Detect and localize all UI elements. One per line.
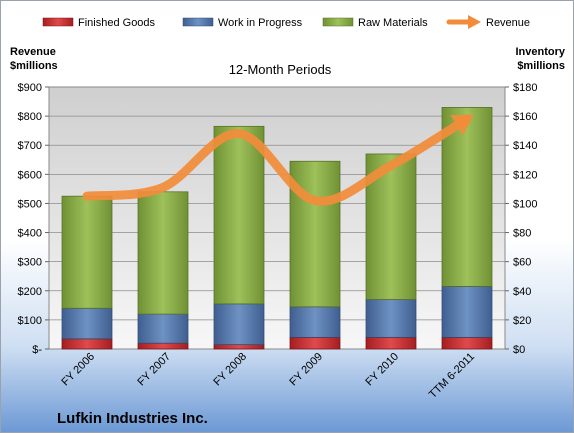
company-name: Lufkin Industries Inc. — [57, 410, 208, 427]
right-tick-label: $80 — [513, 228, 531, 240]
left-tick-label: $700 — [18, 140, 42, 152]
bar-finished-goods — [137, 342, 189, 350]
right-axis-ticks: $0 $20 $40 $60 $80 $100 $120 $140 $160 $180 — [505, 82, 537, 356]
legend-swatch-work-in-progress — [182, 17, 214, 27]
left-tick-label: $500 — [18, 198, 42, 210]
bar-finished-goods — [61, 338, 113, 350]
bar-finished-goods — [365, 336, 417, 350]
left-tick-label: $800 — [18, 111, 42, 123]
bars — [61, 107, 493, 350]
right-tick-label: $0 — [513, 344, 525, 356]
bar-raw-materials — [137, 191, 189, 315]
legend-item-finished-goods: Finished Goods — [42, 17, 156, 29]
revenue-arrowhead — [450, 114, 474, 136]
legend-swatch-revenue-arrow — [468, 15, 481, 29]
right-tick-label: $160 — [513, 111, 537, 123]
revenue-line — [82, 114, 472, 206]
left-tick-label: $300 — [18, 257, 42, 269]
bar-work-in-progress — [441, 286, 493, 338]
bar-finished-goods — [441, 336, 493, 350]
bar-finished-goods — [289, 336, 341, 350]
left-axis-title-line2: $millions — [10, 60, 58, 72]
right-tick-label: $60 — [513, 257, 531, 269]
legend-swatch-raw-materials — [322, 17, 354, 27]
right-tick-label: $120 — [513, 169, 537, 181]
bar-finished-goods — [213, 344, 265, 350]
legend-item-work-in-progress: Work in Progress — [182, 17, 303, 29]
bar-raw-materials — [289, 160, 341, 308]
legend-label-revenue: Revenue — [486, 17, 530, 29]
plot-area — [48, 86, 506, 350]
bar-raw-materials — [61, 195, 113, 309]
left-tick-label: $200 — [18, 286, 42, 298]
right-tick-label: $20 — [513, 315, 531, 327]
bar-work-in-progress — [61, 307, 113, 340]
left-tick-label: $100 — [18, 315, 42, 327]
right-tick-label: $100 — [513, 198, 537, 210]
bar-work-in-progress — [289, 306, 341, 338]
right-axis-title-line1: Inventory — [515, 46, 565, 58]
legend-item-revenue: Revenue — [446, 15, 530, 29]
left-tick-label: $600 — [18, 169, 42, 181]
left-axis-ticks: $- $100 $200 $300 $400 $500 $600 $700 $800 $900 — [18, 82, 49, 356]
revenue-line-group — [82, 114, 474, 206]
bar-raw-materials — [441, 107, 493, 287]
right-tick-label: $140 — [513, 140, 537, 152]
bar-work-in-progress — [137, 313, 189, 344]
left-tick-label: $400 — [18, 228, 42, 240]
left-tick-label: $900 — [18, 82, 42, 94]
left-axis-title-line1: Revenue — [10, 46, 56, 58]
chart-subtitle: 12-Month Periods — [229, 62, 332, 77]
right-axis-title-line2: $millions — [517, 60, 565, 72]
bar-work-in-progress — [213, 303, 265, 346]
legend-label-work-in-progress: Work in Progress — [218, 17, 303, 29]
bar-raw-materials — [213, 125, 265, 305]
legend-label-raw-materials: Raw Materials — [358, 17, 428, 29]
legend-item-raw-materials: Raw Materials — [322, 17, 428, 29]
legend-swatch-finished-goods — [42, 17, 74, 27]
legend-label-finished-goods: Finished Goods — [78, 17, 156, 29]
left-tick-label: $- — [32, 344, 42, 356]
right-tick-label: $180 — [513, 82, 537, 94]
right-tick-label: $40 — [513, 286, 531, 298]
bar-work-in-progress — [365, 299, 417, 338]
legend: Finished Goods Work in Progress Raw Mate… — [42, 15, 530, 29]
